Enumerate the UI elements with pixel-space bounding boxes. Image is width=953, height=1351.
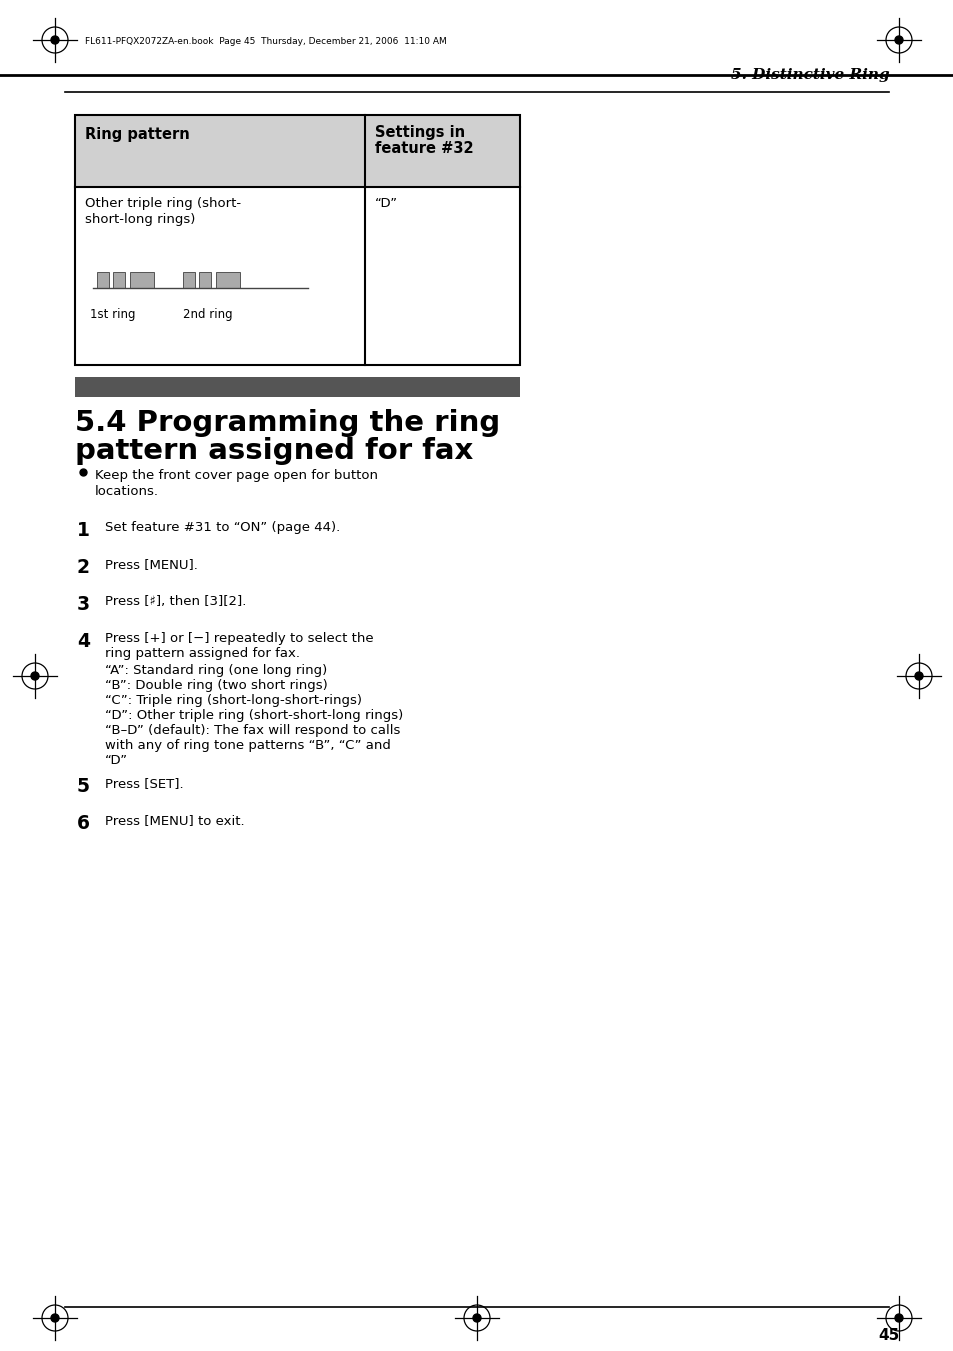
- Text: 2nd ring: 2nd ring: [183, 308, 233, 322]
- Circle shape: [473, 1315, 480, 1323]
- Text: Ring pattern: Ring pattern: [85, 127, 190, 142]
- Bar: [75, 377, 519, 397]
- Text: feature #32: feature #32: [375, 141, 473, 155]
- Text: Press [♯], then [3][2].: Press [♯], then [3][2].: [105, 594, 246, 608]
- Text: 45: 45: [878, 1328, 899, 1343]
- Bar: [97, 272, 109, 288]
- Text: “A”: Standard ring (one long ring): “A”: Standard ring (one long ring): [105, 663, 327, 677]
- Bar: [215, 272, 240, 288]
- Text: Press [SET].: Press [SET].: [105, 777, 183, 790]
- Text: with any of ring tone patterns “B”, “C” and: with any of ring tone patterns “B”, “C” …: [105, 739, 391, 753]
- Circle shape: [30, 671, 39, 680]
- Text: “C”: Triple ring (short-long-short-rings): “C”: Triple ring (short-long-short-rings…: [105, 694, 361, 707]
- Text: 1st ring: 1st ring: [90, 308, 135, 322]
- Bar: [112, 272, 125, 288]
- Text: 5: 5: [77, 777, 90, 796]
- Text: pattern assigned for fax: pattern assigned for fax: [75, 436, 473, 465]
- Text: “D”: “D”: [375, 197, 397, 209]
- Text: 5.4 Programming the ring: 5.4 Programming the ring: [75, 409, 499, 436]
- Circle shape: [51, 36, 59, 45]
- Bar: [199, 272, 211, 288]
- Bar: [130, 272, 153, 288]
- Circle shape: [914, 671, 923, 680]
- Bar: [183, 272, 194, 288]
- Text: Press [MENU].: Press [MENU].: [105, 558, 197, 571]
- Text: 6: 6: [77, 815, 90, 834]
- Text: Keep the front cover page open for button: Keep the front cover page open for butto…: [95, 469, 377, 482]
- Text: Settings in: Settings in: [375, 126, 465, 141]
- Text: ring pattern assigned for fax.: ring pattern assigned for fax.: [105, 647, 299, 661]
- Text: 5. Distinctive Ring: 5. Distinctive Ring: [731, 68, 889, 82]
- Circle shape: [894, 36, 902, 45]
- Text: 3: 3: [77, 594, 90, 613]
- Text: locations.: locations.: [95, 485, 159, 499]
- Text: “D”: “D”: [105, 754, 128, 767]
- Text: short-long rings): short-long rings): [85, 213, 195, 226]
- Circle shape: [894, 1315, 902, 1323]
- Text: 1: 1: [77, 521, 90, 540]
- Text: Press [+] or [−] repeatedly to select the: Press [+] or [−] repeatedly to select th…: [105, 632, 374, 644]
- Text: “D”: Other triple ring (short-short-long rings): “D”: Other triple ring (short-short-long…: [105, 709, 403, 721]
- Bar: [75, 115, 519, 365]
- Text: 2: 2: [77, 558, 90, 577]
- Text: Press [MENU] to exit.: Press [MENU] to exit.: [105, 815, 244, 827]
- Text: Other triple ring (short-: Other triple ring (short-: [85, 197, 241, 209]
- Text: FL611-PFQX2072ZA-en.book  Page 45  Thursday, December 21, 2006  11:10 AM: FL611-PFQX2072ZA-en.book Page 45 Thursda…: [85, 38, 446, 46]
- Circle shape: [51, 1315, 59, 1323]
- Text: “B”: Double ring (two short rings): “B”: Double ring (two short rings): [105, 680, 328, 692]
- Text: Set feature #31 to “ON” (page 44).: Set feature #31 to “ON” (page 44).: [105, 521, 340, 534]
- Text: 4: 4: [77, 632, 90, 651]
- Text: “B–D” (default): The fax will respond to calls: “B–D” (default): The fax will respond to…: [105, 724, 400, 738]
- Bar: [75, 115, 519, 186]
